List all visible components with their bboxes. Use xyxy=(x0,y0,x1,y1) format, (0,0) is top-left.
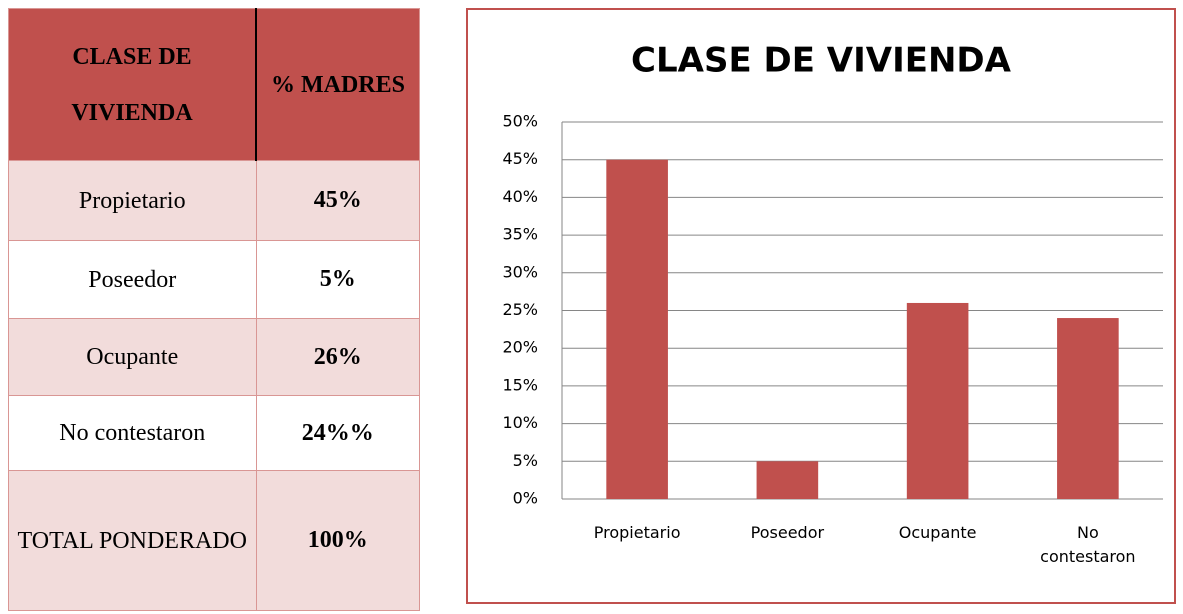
y-tick-label: 10% xyxy=(502,413,538,432)
bar xyxy=(906,302,969,499)
table-cell: TOTAL PONDERADO xyxy=(8,470,257,611)
y-tick-label: 50% xyxy=(502,112,538,131)
bar xyxy=(1057,318,1119,499)
header-row: CLASE DE VIVIENDA% MADRES xyxy=(8,8,420,161)
y-tick-label: 45% xyxy=(502,149,538,168)
y-tick-label: 0% xyxy=(513,489,538,508)
chart-title: CLASE DE VIVIENDA xyxy=(631,41,1012,81)
x-tick-label: Poseedor xyxy=(750,523,825,542)
x-tick-label: No contestaron xyxy=(1040,523,1136,566)
table-cell: 24%% xyxy=(255,395,420,471)
chart-frame xyxy=(466,8,1176,604)
bar xyxy=(756,461,819,499)
table-cell: Poseedor xyxy=(8,240,257,319)
table-cell: Propietario xyxy=(8,160,257,241)
table-cell: 5% xyxy=(255,240,420,319)
y-tick-label: 20% xyxy=(502,338,538,357)
table-row: No contestaron 24%% xyxy=(8,395,420,471)
bar xyxy=(606,159,668,499)
table-cell: 26% xyxy=(255,318,420,396)
y-tick-label: 35% xyxy=(502,225,538,244)
header-cell: CLASE DE VIVIENDA xyxy=(8,8,257,161)
table-row: TOTAL PONDERADO 100% xyxy=(8,470,420,611)
y-tick-label: 5% xyxy=(513,451,538,470)
y-tick-label: 25% xyxy=(502,300,538,319)
table-cell: No contestaron xyxy=(8,395,257,471)
x-tick-label: Propietario xyxy=(593,523,681,542)
table-cell: 100% xyxy=(255,470,420,611)
table-row: Poseedor 5% xyxy=(8,240,420,319)
y-tick-label: 30% xyxy=(502,262,538,281)
table-row: Ocupante 26% xyxy=(8,318,420,396)
x-tick-label: Ocupante xyxy=(898,523,977,542)
table-cell: Ocupante xyxy=(8,318,257,396)
data-table: CLASE DE VIVIENDA% MADRES Propietario 45% P… xyxy=(8,8,420,611)
header-cell: % MADRES xyxy=(255,8,420,161)
y-tick-label: 15% xyxy=(502,375,538,394)
y-tick-label: 40% xyxy=(502,187,538,206)
